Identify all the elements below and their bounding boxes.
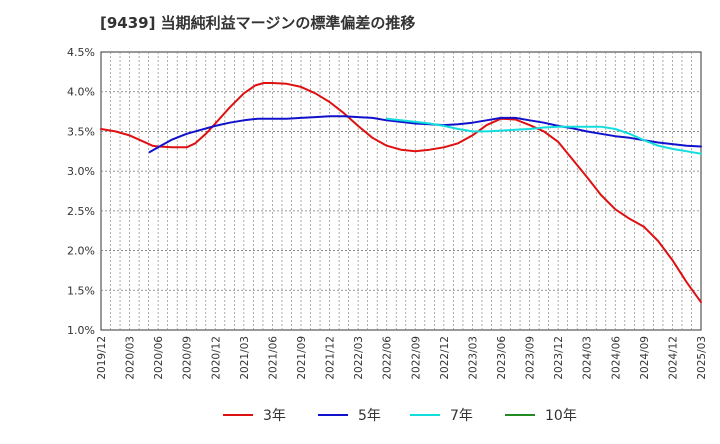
legend-label-0: 3年 [263,408,286,424]
y-tick-label: 1.0% [67,324,95,337]
y-tick-label: 2.5% [67,205,95,218]
x-tick-label: 2023/12 [553,336,565,380]
x-tick-label: 2020/03 [125,336,137,380]
y-tick-label: 3.5% [67,125,95,138]
x-tick-label: 2024/06 [610,336,622,380]
legend-label-2: 7年 [450,408,473,424]
x-tick-label: 2022/09 [410,336,422,380]
y-tick-label: 3.0% [67,165,95,178]
y-tick-label: 4.0% [67,86,95,99]
plot-area [100,51,702,331]
series-line-2 [385,117,702,155]
x-tick-label: 2022/12 [439,336,451,380]
x-tick-label: 2024/12 [667,336,679,380]
y-tick-label: 2.0% [67,245,95,258]
x-tick-label: 2022/03 [353,336,365,380]
x-tick-label: 2025/03 [696,336,708,380]
x-tick-label: 2019/12 [96,336,108,380]
x-tick-label: 2021/03 [239,336,251,380]
x-tick-label: 2023/03 [467,336,479,380]
series-line-0 [100,82,702,304]
x-tick-label: 2021/09 [296,336,308,380]
chart-title: [9439] 当期純利益マージンの標準偏差の推移 [100,14,416,32]
series-line-1 [148,115,702,154]
x-tick-label: 2020/06 [153,336,165,380]
x-tick-label: 2021/12 [325,336,337,380]
x-tick-label: 2024/03 [582,336,594,380]
legend-label-1: 5年 [358,408,381,424]
y-tick-label: 4.5% [67,46,95,59]
x-tick-label: 2022/06 [382,336,394,380]
y-tick-label: 1.5% [67,284,95,297]
x-tick-label: 2023/06 [496,336,508,380]
x-tick-label: 2021/06 [267,336,279,380]
x-tick-label: 2020/12 [210,336,222,380]
x-tick-label: 2024/09 [639,336,651,380]
legend-label-3: 10年 [545,408,577,424]
x-tick-label: 2023/09 [525,336,537,380]
x-tick-label: 2020/09 [182,336,194,380]
